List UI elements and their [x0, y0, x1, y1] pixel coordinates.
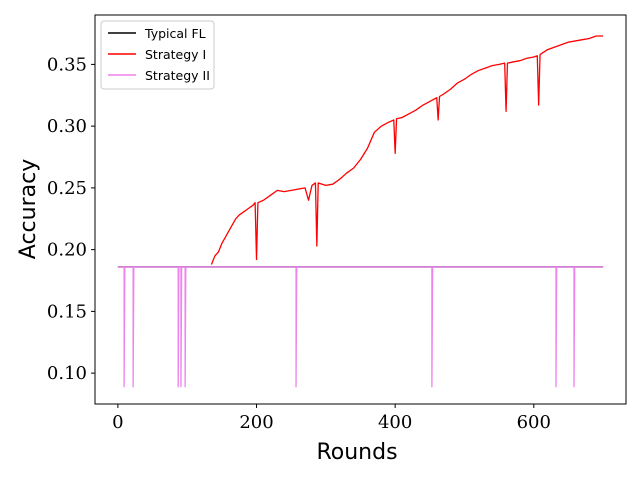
y-tick-label: 0.10 [47, 363, 87, 384]
y-tick-label: 0.25 [47, 178, 87, 199]
legend-label-typical-fl: Typical FL [144, 26, 206, 41]
x-tick-label: 200 [239, 412, 273, 433]
y-axis-ticks: 0.10 0.15 0.20 0.25 0.30 0.35 [47, 54, 95, 384]
y-tick-label: 0.20 [47, 240, 87, 261]
series-layer [117, 35, 604, 388]
series-line-strategy-ii [117, 266, 604, 388]
series-line-strategy-i [210, 35, 604, 265]
y-tick-label: 0.30 [47, 116, 87, 137]
legend: Typical FL Strategy I Strategy II [100, 20, 215, 90]
x-tick-label: 600 [517, 412, 551, 433]
legend-label-strategy-ii: Strategy II [145, 68, 210, 83]
y-tick-label: 0.15 [47, 301, 87, 322]
x-tick-label: 0 [112, 412, 123, 433]
y-tick-label: 0.35 [47, 54, 87, 75]
y-axis-label: Accuracy [16, 159, 41, 259]
x-tick-label: 400 [378, 412, 412, 433]
legend-label-strategy-i: Strategy I [145, 47, 206, 62]
x-axis-ticks: 0 200 400 600 [112, 404, 551, 433]
plot-frame [94, 14, 627, 405]
legend-box [100, 20, 215, 90]
x-axis-label: Rounds [316, 440, 397, 465]
